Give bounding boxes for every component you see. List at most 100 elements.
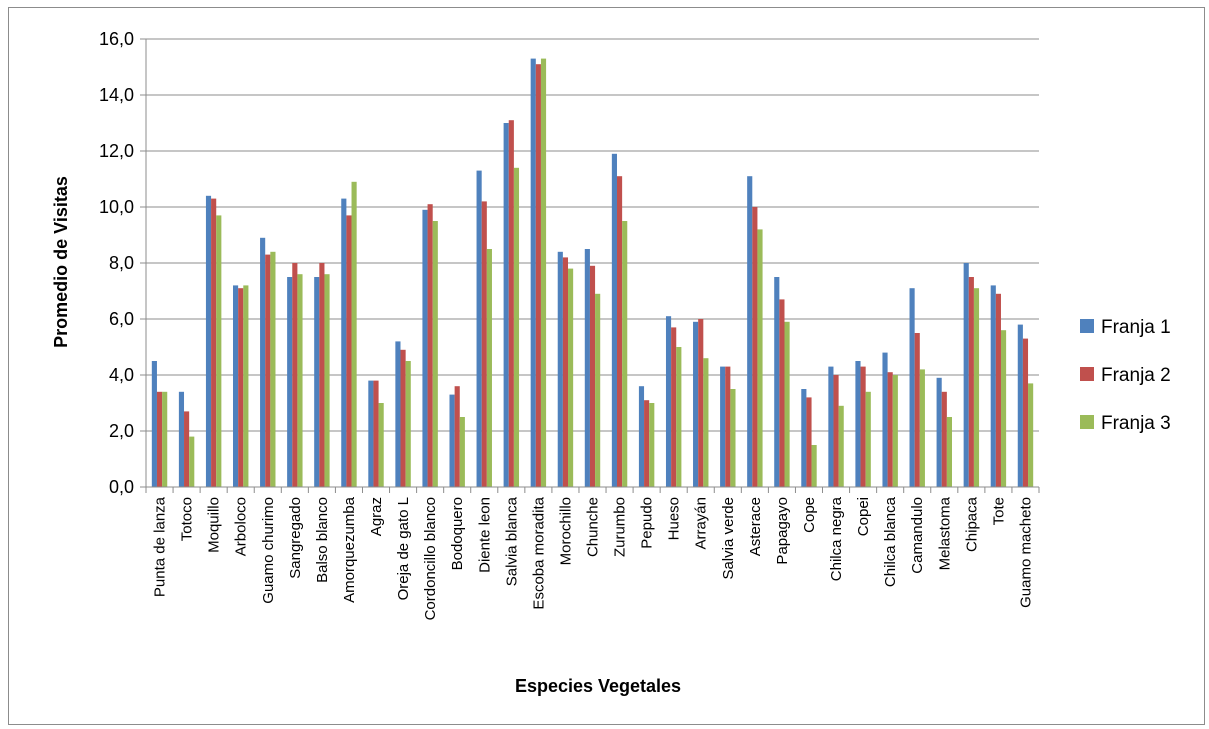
bars [151,58,1034,488]
bar-franja-3 [784,321,790,487]
x-tick-label: Diente leon [476,497,493,573]
x-tick-label: Asterace [747,497,764,556]
bar-franja-1 [584,249,590,487]
bar-franja-2 [887,372,893,487]
bar-franja-1 [774,277,780,487]
bar-franja-1 [909,288,915,487]
x-tick-label: Balso blanco [314,497,331,583]
bar-franja-1 [530,58,536,487]
bar-franja-3 [730,389,736,487]
bar-franja-3 [243,285,249,487]
x-tick-label: Cope [801,497,818,533]
y-tick-label: 8,0 [109,253,134,273]
x-tick-label: Totoco [179,497,196,541]
bar-franja-2 [319,263,325,487]
bar-franja-3 [865,391,871,487]
bar-franja-1 [1017,324,1023,487]
bar-franja-3 [757,229,763,487]
x-tick-label: Guamo churimo [260,497,277,604]
y-tick-label: 6,0 [109,309,134,329]
bar-franja-1 [151,361,157,487]
bar-franja-1 [395,341,401,487]
bar-franja-2 [644,400,650,487]
bar-franja-2 [238,288,244,487]
bar-franja-3 [297,274,303,487]
y-tick-label: 16,0 [99,29,134,49]
bar-franja-1 [260,237,266,487]
x-tick-label: Amorquezumba [341,496,358,603]
bar-franja-1 [990,285,996,487]
bar-franja-2 [346,215,352,487]
bar-franja-1 [422,209,428,488]
bar-franja-2 [995,293,1001,487]
y-tick-label: 14,0 [99,85,134,105]
bar-franja-3 [378,403,384,487]
x-tick-label: Arrayán [693,497,710,550]
bar-franja-3 [1028,383,1034,487]
legend-swatch [1080,319,1094,333]
bar-franja-3 [919,369,925,487]
x-tick-label: Chipaca [963,496,980,552]
bar-franja-1 [449,394,455,487]
x-axis-title: Especies Vegetales [515,676,681,696]
bar-franja-3 [459,417,465,487]
bar-franja-1 [287,277,293,487]
legend-swatch [1080,415,1094,429]
bar-franja-1 [178,391,185,487]
x-tick-label: Papagayo [774,497,791,565]
bar-franja-1 [611,153,617,488]
bar-franja-2 [968,277,974,487]
x-tick-label: Guamo macheto [1017,497,1034,608]
y-tick-label: 12,0 [99,141,134,161]
bar-franja-2 [535,64,541,487]
bar-franja-3 [513,167,520,488]
bar-franja-3 [405,361,411,487]
bar-franja-3 [622,221,628,487]
bar-franja-3 [649,403,655,487]
bar-franja-2 [373,380,379,487]
bar-franja-2 [454,386,460,487]
bar-franja-1 [720,366,726,487]
bar-franja-1 [665,316,672,487]
bar-franja-2 [616,176,623,487]
bar-franja-3 [811,445,817,487]
x-tick-label: Camandulo [909,497,926,574]
bar-franja-3 [270,251,276,487]
x-tick-label: Chilca blanca [882,496,899,587]
bar-franja-2 [725,366,731,487]
bar-franja-3 [568,268,574,487]
bar-franja-3 [162,391,168,487]
bar-franja-2 [752,207,758,487]
x-tick-label: Zurumbo [612,497,629,557]
x-tick-label: Agraz [368,497,385,536]
bar-franja-1 [557,251,563,487]
bar-franja-1 [963,263,969,487]
x-tick-label: Salvia verde [720,497,737,580]
y-tick-label: 10,0 [99,197,134,217]
bar-franja-3 [432,221,438,487]
bar-franja-2 [914,333,920,487]
x-tick-label: Escoba moradita [530,496,547,609]
bar-franja-3 [216,215,222,487]
x-tick-label: Salvia blanca [503,496,520,586]
bar-franja-1 [936,377,942,487]
bar-franja-2 [400,349,406,487]
bar-franja-1 [314,277,320,487]
x-tick-label: Morochillo [557,497,574,565]
bar-franja-2 [427,204,433,487]
bar-franja-2 [211,198,217,487]
bar-franja-3 [973,288,980,487]
bar-franja-1 [341,198,347,487]
x-tick-label: Sangregado [287,497,304,579]
x-tick-label: Hueso [666,497,683,540]
bar-franja-2 [508,120,514,487]
bar-franja-2 [156,391,163,487]
legend: Franja 1 Franja 2 Franja 3 [1080,317,1171,434]
x-tick-label: Bodoquero [449,497,466,570]
bar-franja-1 [747,176,753,487]
bar-franja-3 [540,58,547,487]
x-tick-label: Arboloco [233,497,250,556]
bar-franja-2 [481,201,487,487]
bar-franja-2 [860,366,866,487]
